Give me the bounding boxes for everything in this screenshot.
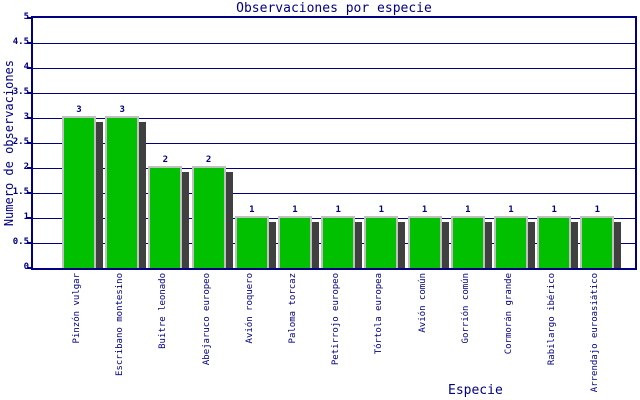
y-tick-mark: [27, 267, 32, 269]
bar-shadow: [571, 222, 579, 268]
x-category-label: Cormorán grande: [504, 273, 514, 355]
x-category-label: Buitre leonado: [158, 273, 169, 349]
y-tick-mark: [27, 17, 32, 19]
bar: [105, 116, 140, 268]
bar-value-label: 1: [421, 205, 428, 215]
bar: [148, 166, 183, 268]
gridline: [33, 93, 635, 94]
y-tick-label: 0.5: [12, 237, 29, 247]
x-category-label: Gorrión común: [460, 273, 471, 344]
x-category-label: Rabilargo ibérico: [547, 273, 558, 366]
bar: [494, 216, 528, 268]
bar-value-label: 1: [465, 205, 471, 215]
bar: [537, 216, 572, 268]
bar-shadow: [528, 222, 535, 268]
bar-value-label: 1: [378, 205, 385, 215]
x-category-label: Arrendajo euroasiático: [590, 273, 601, 393]
bar: [364, 216, 399, 268]
y-tick-label: 3.5: [12, 87, 29, 97]
gridline: [33, 143, 635, 144]
y-tick-mark: [27, 167, 32, 169]
y-tick-mark: [27, 42, 32, 44]
x-category-label: Avión roquero: [244, 273, 255, 344]
gridline: [33, 118, 635, 119]
gridline: [33, 193, 635, 194]
y-tick-mark: [27, 217, 32, 219]
y-tick-mark: [27, 67, 32, 69]
bar-shadow: [182, 172, 190, 268]
y-tick-label: 2: [23, 162, 29, 172]
bar-shadow: [139, 122, 147, 268]
bar-value-label: 1: [249, 205, 255, 215]
bar-value-label: 1: [292, 205, 298, 215]
x-category-label: Avión común: [417, 273, 428, 333]
gridline: [33, 68, 635, 69]
y-tick-label: 4: [23, 62, 29, 72]
y-tick-label: 1.5: [12, 187, 29, 197]
chart-title: Observaciones por especie: [236, 1, 432, 16]
bar-shadow: [614, 222, 622, 268]
plot-area: 3 3 2 2 1 1 1 1 1 1 1 1 1: [31, 16, 637, 270]
y-tick-mark: [27, 242, 32, 244]
bar-value-label: 2: [162, 155, 169, 165]
bar: [234, 216, 269, 268]
x-category-label: Paloma torcaz: [288, 273, 298, 344]
bar-value-label: 2: [205, 155, 212, 165]
x-axis-labels: Pinzón vulgar Escribano montesino Buitre l…: [33, 273, 637, 392]
bar-shadow: [484, 222, 492, 268]
y-tick-label: 3: [23, 112, 29, 122]
bar: [278, 216, 312, 268]
y-tick-mark: [27, 92, 32, 94]
bar-value-label: 1: [508, 205, 514, 215]
bar-shadow: [398, 222, 406, 268]
y-tick-label: 0: [23, 262, 29, 272]
bar: [580, 216, 615, 268]
x-category-label: Escribano montesino: [115, 273, 126, 376]
bar-value-label: 1: [335, 205, 341, 215]
x-category-label: Petirrojo europeo: [331, 273, 342, 366]
bar-shadow: [268, 222, 276, 268]
bar-value-label: 3: [119, 105, 125, 115]
y-tick-label: 5: [23, 12, 29, 22]
x-category-label: Tórtola europea: [374, 273, 385, 355]
bar-shadow: [312, 222, 319, 268]
bar-shadow: [441, 222, 449, 268]
y-tick-mark: [27, 192, 32, 194]
bar-shadow: [225, 172, 233, 268]
bar: [321, 216, 356, 268]
bar-value-label: 1: [551, 205, 557, 215]
x-category-label: Abejaruco europeo: [201, 273, 212, 366]
bar: [62, 116, 96, 268]
x-axis-title: Especie: [448, 383, 503, 398]
bar-shadow: [355, 222, 363, 268]
bar-value-label: 3: [76, 105, 82, 115]
gridline: [33, 168, 635, 169]
y-tick-label: 2.5: [12, 137, 29, 147]
y-tick-label: 1: [23, 212, 29, 222]
y-tick-label: 4.5: [12, 37, 29, 47]
x-category-label: Pinzón vulgar: [72, 273, 82, 344]
bar-value-label: 1: [594, 205, 601, 215]
y-tick-mark: [27, 142, 32, 144]
bar: [191, 166, 226, 268]
bar: [407, 216, 442, 268]
gridline: [33, 43, 635, 44]
bar: [450, 216, 485, 268]
y-tick-mark: [27, 117, 32, 119]
bar-shadow: [96, 122, 103, 268]
